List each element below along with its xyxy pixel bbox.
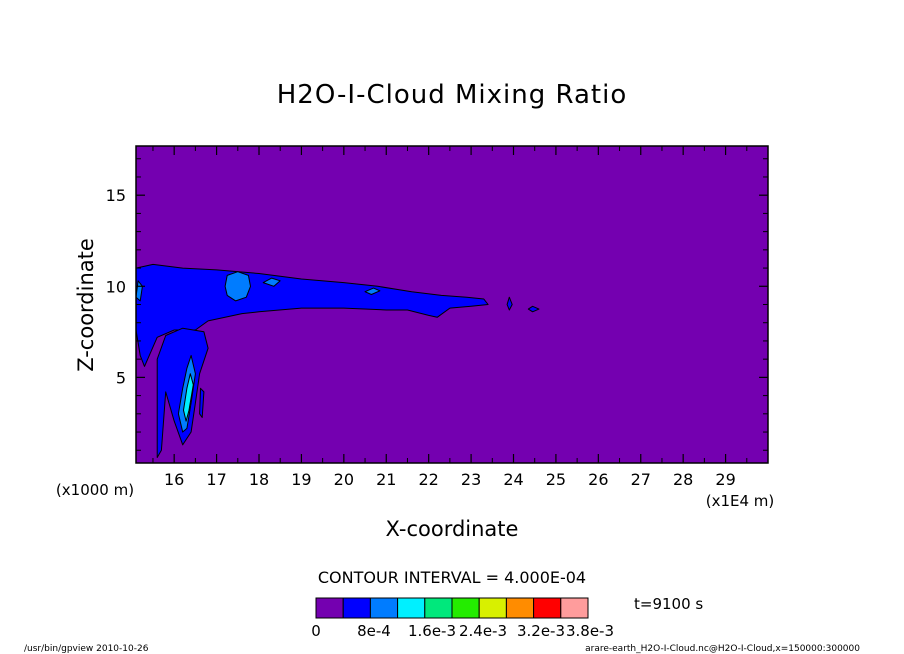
x-tick-label: 25 bbox=[546, 470, 566, 489]
colorbar-swatch bbox=[505, 597, 535, 619]
x-unit-label: (x1E4 m) bbox=[706, 492, 775, 510]
colorbar bbox=[315, 597, 589, 619]
colorbar-label: 3.8e-3 bbox=[566, 622, 614, 640]
colorbar-label: 3.2e-3 bbox=[517, 622, 565, 640]
y-axis-ticks: 5 10 15 bbox=[106, 158, 768, 451]
y-unit-label: (x1000 m) bbox=[56, 481, 134, 499]
contour-region bbox=[199, 387, 205, 418]
x-tick-label: 21 bbox=[376, 470, 396, 489]
footer-left: /usr/bin/gpview 2010-10-26 bbox=[24, 644, 149, 654]
colorbar-labels: 0 8e-4 1.6e-3 2.4e-3 3.2e-3 3.8e-3 bbox=[311, 622, 614, 640]
y-axis-label: Z-coordinate bbox=[74, 238, 98, 372]
x-axis-ticks: 16 17 18 19 20 21 22 23 24 25 26 27 28 29 bbox=[152, 146, 748, 489]
contour-region bbox=[183, 373, 194, 422]
x-tick-label: 20 bbox=[334, 470, 354, 489]
contour-region bbox=[262, 277, 281, 287]
colorbar-label: 0 bbox=[311, 622, 321, 640]
x-tick-label: 16 bbox=[164, 470, 184, 489]
contour-interval-label: CONTOUR INTERVAL = 4.000E-04 bbox=[318, 568, 586, 587]
y-tick-label: 15 bbox=[106, 186, 126, 205]
x-tick-label: 27 bbox=[631, 470, 651, 489]
contour-region bbox=[364, 287, 381, 295]
colorbar-swatch bbox=[315, 597, 344, 619]
y-tick-label: 5 bbox=[116, 368, 126, 387]
y-tick-label: 10 bbox=[106, 277, 126, 296]
x-tick-label: 26 bbox=[588, 470, 608, 489]
colorbar-swatch bbox=[451, 597, 480, 619]
colorbar-swatch bbox=[369, 597, 399, 619]
colorbar-swatch bbox=[560, 597, 589, 619]
colorbar-label: 8e-4 bbox=[357, 622, 391, 640]
x-tick-label: 24 bbox=[503, 470, 523, 489]
time-label: t=9100 s bbox=[634, 595, 703, 613]
colorbar-swatch bbox=[478, 597, 507, 619]
contour-region bbox=[224, 271, 251, 302]
footer-right: arare-earth_H2O-I-Cloud.nc@H2O-I-Cloud,x… bbox=[585, 644, 860, 654]
colorbar-swatch bbox=[397, 597, 426, 619]
x-tick-label: 28 bbox=[673, 470, 693, 489]
x-tick-label: 19 bbox=[291, 470, 311, 489]
colorbar-label: 2.4e-3 bbox=[459, 622, 507, 640]
colorbar-swatch bbox=[424, 597, 453, 619]
colorbar-swatch bbox=[342, 597, 371, 619]
x-tick-label: 22 bbox=[418, 470, 438, 489]
contour-region bbox=[506, 296, 513, 311]
colorbar-label: 1.6e-3 bbox=[408, 622, 456, 640]
chart-title: H2O-I-Cloud Mixing Ratio bbox=[277, 80, 628, 110]
x-tick-label: 29 bbox=[715, 470, 735, 489]
contour-region bbox=[527, 305, 540, 313]
x-tick-label: 17 bbox=[206, 470, 226, 489]
colorbar-swatch bbox=[533, 597, 562, 619]
x-axis-label: X-coordinate bbox=[386, 517, 519, 541]
x-tick-label: 18 bbox=[249, 470, 269, 489]
x-tick-label: 23 bbox=[461, 470, 481, 489]
